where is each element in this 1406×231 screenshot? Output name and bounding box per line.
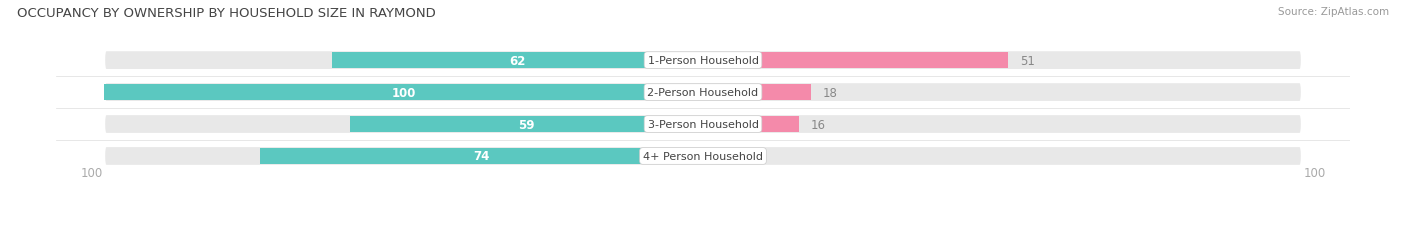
Text: 100: 100 xyxy=(1303,167,1326,179)
Text: 100: 100 xyxy=(80,167,103,179)
Text: 4+ Person Household: 4+ Person Household xyxy=(643,151,763,161)
Bar xyxy=(703,149,740,164)
FancyBboxPatch shape xyxy=(104,115,1302,134)
Text: 16: 16 xyxy=(811,118,825,131)
Text: 59: 59 xyxy=(517,118,534,131)
FancyBboxPatch shape xyxy=(104,146,1302,166)
Text: 51: 51 xyxy=(1021,54,1035,67)
Text: 6: 6 xyxy=(751,150,758,163)
FancyBboxPatch shape xyxy=(104,83,1302,103)
Text: 100: 100 xyxy=(391,86,416,99)
Bar xyxy=(703,53,1008,69)
Text: 74: 74 xyxy=(474,150,489,163)
Bar xyxy=(104,85,703,100)
FancyBboxPatch shape xyxy=(104,51,1302,71)
Text: 2-Person Household: 2-Person Household xyxy=(647,88,759,98)
Bar xyxy=(260,149,703,164)
Text: 62: 62 xyxy=(509,54,526,67)
Bar xyxy=(703,85,811,100)
Bar xyxy=(703,117,799,132)
Text: 18: 18 xyxy=(823,86,838,99)
Text: Source: ZipAtlas.com: Source: ZipAtlas.com xyxy=(1278,7,1389,17)
Bar xyxy=(350,117,703,132)
Text: 3-Person Household: 3-Person Household xyxy=(648,119,758,129)
Bar xyxy=(332,53,703,69)
Text: OCCUPANCY BY OWNERSHIP BY HOUSEHOLD SIZE IN RAYMOND: OCCUPANCY BY OWNERSHIP BY HOUSEHOLD SIZE… xyxy=(17,7,436,20)
Text: 1-Person Household: 1-Person Household xyxy=(648,56,758,66)
